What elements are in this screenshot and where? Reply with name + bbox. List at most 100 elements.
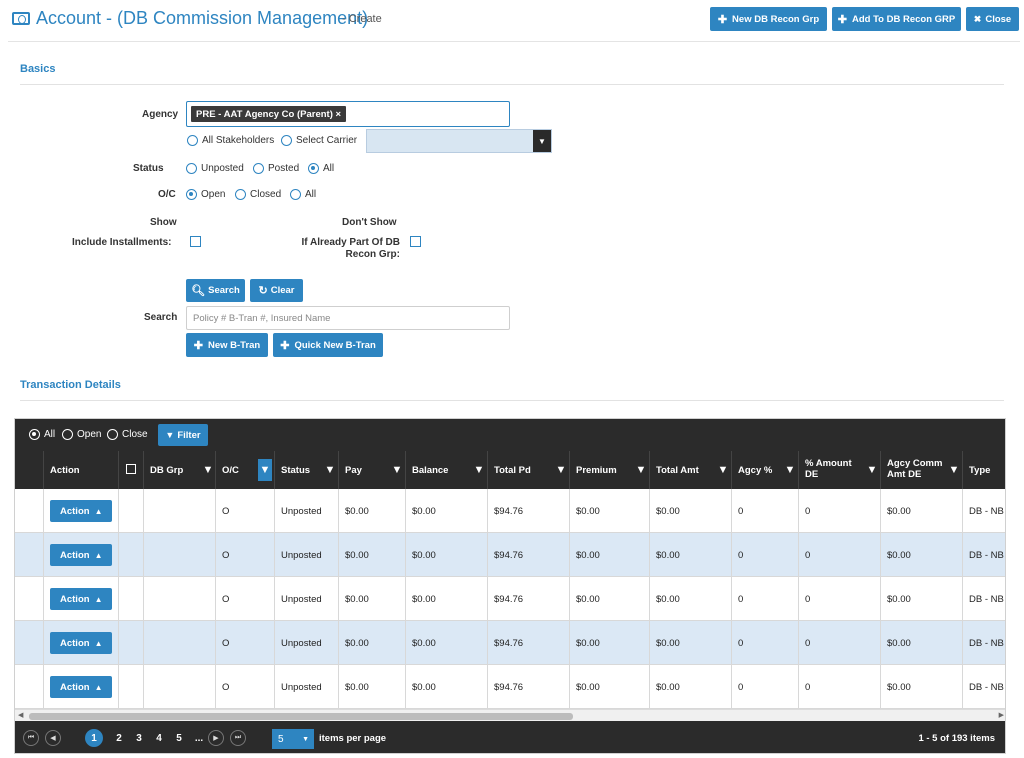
cell-action: Action ▲	[43, 665, 118, 709]
cell-action: Action ▲	[43, 577, 118, 621]
filter-icon[interactable]: ▼	[473, 464, 485, 476]
radio-oc-open[interactable]: Open	[186, 189, 225, 200]
search-icon: 🔍︎	[191, 285, 206, 297]
quick-new-btran-button[interactable]: ✚ Quick New B-Tran	[273, 333, 383, 357]
already-part-checkbox[interactable]	[410, 236, 421, 247]
grid-radio-all[interactable]: All	[29, 429, 55, 440]
page-number[interactable]: 4	[156, 732, 162, 744]
radio-all-stakeholders[interactable]: All Stakeholders	[187, 135, 274, 146]
page-ellipsis[interactable]: ...	[194, 732, 204, 744]
col-balance: Balance ▼	[405, 451, 487, 489]
col-total-amt: Total Amt ▼	[649, 451, 731, 489]
cell-agcy-comm-amt-de: $0.00	[880, 621, 962, 665]
action-button[interactable]: Action ▲	[50, 676, 113, 698]
filter-icon[interactable]: ▼	[202, 464, 214, 476]
chevron-up-icon: ▲	[94, 506, 103, 516]
col-db-grp-label: DB Grp	[150, 464, 184, 476]
include-installments-checkbox[interactable]	[190, 236, 201, 247]
radio-oc-all-label: All	[305, 189, 317, 200]
radio-oc-all[interactable]: All	[290, 189, 316, 200]
radio-status-all-label: All	[323, 163, 335, 174]
select-all-checkbox[interactable]	[126, 464, 136, 474]
grid-radio-open[interactable]: Open	[62, 429, 101, 440]
action-button[interactable]: Action ▲	[50, 632, 113, 654]
title-bar: Account - (DB Commission Management) - C…	[0, 0, 1024, 40]
page-number[interactable]: 1	[85, 729, 103, 747]
scrollbar-thumb[interactable]	[29, 713, 573, 720]
cell-oc: O	[215, 577, 274, 621]
filter-icon[interactable]: ▼	[324, 464, 336, 476]
search-input[interactable]	[187, 307, 509, 329]
cell-total-pd: $94.76	[487, 665, 569, 709]
table-row: Action ▲ O Unposted $0.00 $0.00 $94.76 $0.00 $0.…	[15, 489, 1005, 533]
scroll-left-icon[interactable]: ◀	[18, 712, 24, 719]
filter-icon[interactable]: ▼	[717, 464, 729, 476]
radio-dot	[235, 189, 246, 200]
chevron-down-icon[interactable]: ▼	[533, 130, 551, 152]
pager: ⏮ ◀ 1 2 3 4 5... ▶ ⏭ 5 ▼ items per page 1 - …	[15, 721, 1005, 753]
action-button[interactable]: Action ▲	[50, 588, 113, 610]
quick-new-btran-label: Quick New B-Tran	[294, 339, 376, 351]
first-page-icon[interactable]: ⏮	[23, 730, 39, 746]
col-balance-label: Balance	[412, 464, 449, 476]
table-row: Action ▲ O Unposted $0.00 $0.00 $94.76 $0.00 $0.…	[15, 621, 1005, 665]
scroll-right-icon[interactable]: ▶	[998, 712, 1004, 719]
cell-pct-amount-de: 0	[798, 621, 880, 665]
radio-dot	[186, 163, 197, 174]
radio-oc-closed[interactable]: Closed	[235, 189, 281, 200]
search-button[interactable]: 🔍︎ Search	[186, 279, 245, 302]
page-number[interactable]: 5	[176, 732, 182, 744]
new-btran-button[interactable]: ✚ New B-Tran	[186, 333, 268, 357]
pager-summary: 1 - 5 of 193 items	[918, 733, 995, 744]
radio-select-carrier[interactable]: Select Carrier	[281, 135, 357, 146]
filter-icon-active[interactable]: ▼	[258, 459, 272, 481]
cell-db-grp	[143, 489, 215, 533]
filter-icon[interactable]: ▼	[635, 464, 647, 476]
last-page-icon[interactable]: ⏭	[230, 730, 246, 746]
col-premium: Premium ▼	[569, 451, 649, 489]
col-oc: O/C ▼	[215, 451, 274, 489]
radio-status-posted[interactable]: Posted	[253, 163, 299, 174]
next-page-icon[interactable]: ▶	[208, 730, 224, 746]
action-button[interactable]: Action ▲	[50, 544, 113, 566]
cell-balance: $0.00	[405, 533, 487, 577]
agency-tag[interactable]: PRE - AAT Agency Co (Parent) ×	[191, 106, 347, 122]
action-button[interactable]: Action ▲	[50, 500, 113, 522]
filter-icon[interactable]: ▼	[948, 464, 960, 476]
page-size-select[interactable]: 5 ▼	[272, 729, 314, 749]
page-number[interactable]: 3	[136, 732, 142, 744]
clear-button-label: Clear	[270, 285, 295, 296]
prev-page-icon[interactable]: ◀	[45, 730, 61, 746]
col-pay-label: Pay	[345, 464, 362, 476]
filter-icon[interactable]: ▼	[784, 464, 796, 476]
plus-icon: ✚	[837, 13, 847, 26]
page-number[interactable]: 2	[116, 732, 122, 744]
cell-type: DB - NB	[962, 533, 1005, 577]
clear-button[interactable]: ↻ Clear	[250, 279, 303, 302]
filter-button[interactable]: ▼ Filter	[158, 424, 208, 446]
new-db-recon-grp-button[interactable]: ✚ New DB Recon Grp	[710, 7, 827, 31]
radio-dot-selected	[186, 189, 197, 200]
filter-icon[interactable]: ▼	[391, 464, 403, 476]
col-action: Action	[43, 451, 118, 489]
horizontal-scrollbar[interactable]: ◀ ▶	[15, 709, 1005, 721]
search-field[interactable]	[186, 306, 510, 330]
transaction-divider	[20, 400, 1004, 401]
cell-pay: $0.00	[338, 621, 405, 665]
radio-dot-selected	[308, 163, 319, 174]
radio-status-unposted[interactable]: Unposted	[186, 163, 244, 174]
action-button-label: Action	[60, 549, 90, 561]
radio-status-all[interactable]: All	[308, 163, 334, 174]
col-db-grp: DB Grp ▼	[143, 451, 215, 489]
add-to-db-recon-grp-button[interactable]: ✚ Add To DB Recon GRP	[832, 7, 961, 31]
grid-radio-close[interactable]: Close	[107, 429, 148, 440]
cell-pay: $0.00	[338, 489, 405, 533]
close-button[interactable]: ✖ Close	[966, 7, 1019, 31]
filter-icon[interactable]: ▼	[866, 464, 878, 476]
agency-multiselect[interactable]: PRE - AAT Agency Co (Parent) ×	[186, 101, 510, 127]
radio-dot-selected	[29, 429, 40, 440]
filter-icon[interactable]: ▼	[555, 464, 567, 476]
col-premium-label: Premium	[576, 464, 617, 476]
carrier-select[interactable]: ▼	[366, 129, 552, 153]
col-agcy-comm-amt-de: Agcy Comm Amt DE ▼	[880, 451, 962, 489]
